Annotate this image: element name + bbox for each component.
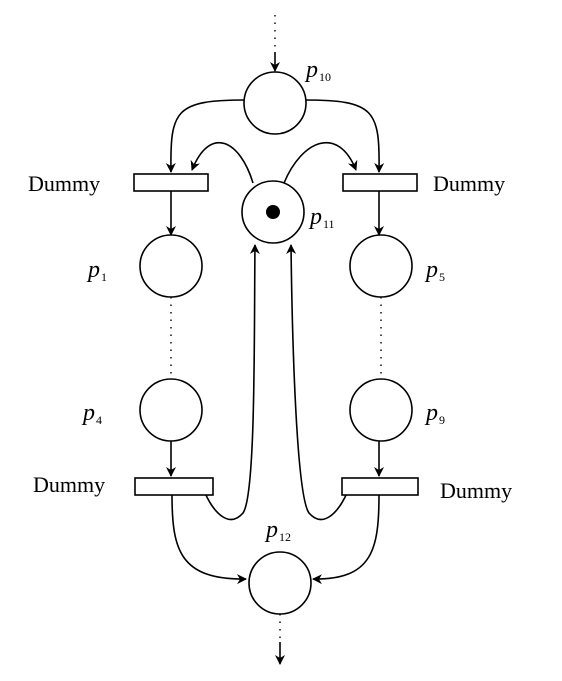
place-label-p11: p11 — [308, 204, 335, 231]
dummy-label-top-right: Dummy — [433, 171, 505, 196]
dummy-label-top-left: Dummy — [28, 171, 100, 196]
place-label-p4: p4 — [81, 400, 102, 427]
place-p10 — [243, 71, 307, 135]
arc-p11-to-dummy-top-right — [283, 141, 358, 184]
arc-dummy-bottom-right-to-p11 — [286, 244, 348, 521]
arc-dummy-bottom-left-to-p11 — [204, 244, 260, 521]
transition-dummy-bottom-right — [341, 477, 419, 496]
place-p9 — [349, 378, 413, 442]
arc-dummy-bottom-left-to-p12 — [171, 494, 247, 585]
place-label-p9: p9 — [424, 400, 445, 427]
place-p12 — [248, 551, 312, 615]
arc-dummy-bottom-right-to-p12 — [312, 494, 380, 585]
place-label-p12: p12 — [264, 517, 291, 544]
place-p1 — [139, 234, 203, 298]
transition-dummy-top-right — [342, 173, 418, 192]
place-label-p5: p5 — [424, 257, 445, 284]
place-p4 — [139, 378, 203, 442]
place-label-p10: p10 — [304, 57, 331, 84]
token-p11 — [266, 205, 280, 219]
transition-dummy-top-left — [133, 173, 209, 192]
dummy-label-bottom-right: Dummy — [440, 478, 512, 503]
place-label-p1: p1 — [86, 257, 107, 284]
arc-p10-to-dummy-top-left — [165, 99, 247, 173]
arc-p11-to-dummy-top-left — [190, 141, 254, 184]
transition-dummy-bottom-left — [134, 477, 214, 496]
place-p5 — [349, 234, 413, 298]
arc-p10-to-dummy-top-right — [303, 99, 385, 173]
dummy-label-bottom-left: Dummy — [33, 472, 105, 497]
